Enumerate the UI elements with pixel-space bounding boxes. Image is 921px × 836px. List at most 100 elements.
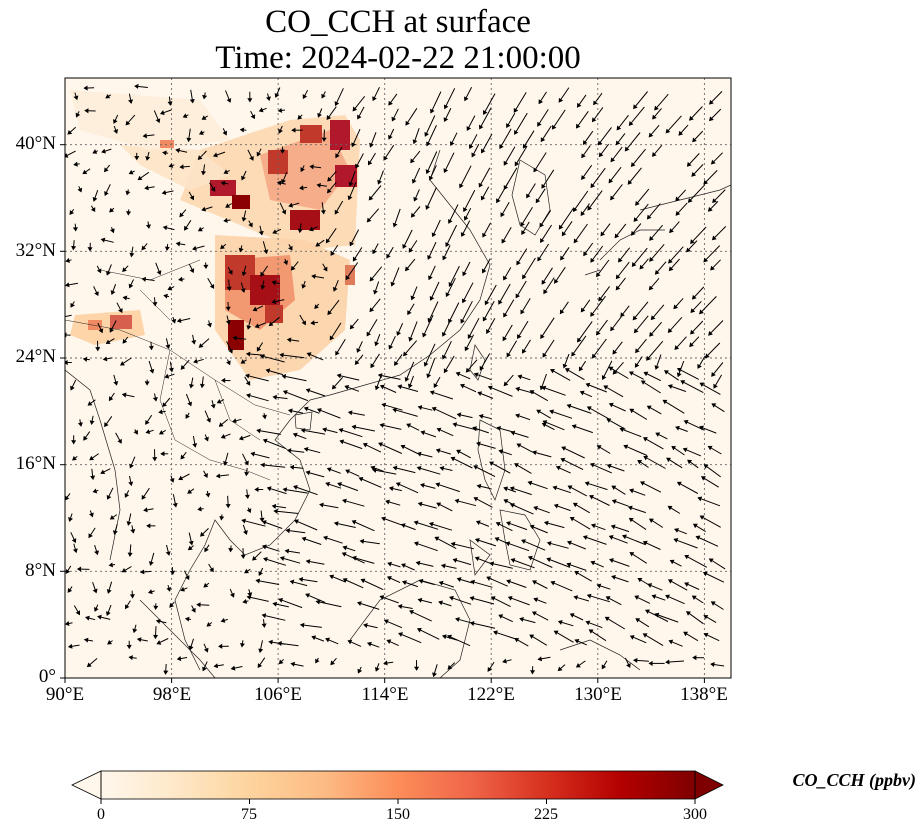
wind-arrow-head: [498, 449, 504, 454]
myanmar-coast: [65, 369, 121, 561]
wind-arrow: [409, 610, 432, 622]
wind-arrow-head: [189, 268, 195, 274]
wind-arrow-head: [188, 645, 194, 651]
wind-arrow-head: [259, 354, 265, 359]
wind-arrow: [655, 613, 679, 623]
wind-arrow-head: [442, 255, 447, 261]
wind-arrow-head: [559, 309, 565, 315]
wind-arrow-head: [646, 355, 651, 361]
wind-arrow-head: [83, 85, 88, 91]
wind-arrow-head: [316, 182, 321, 188]
wind-arrow-head: [288, 245, 293, 251]
wind-arrow: [414, 521, 439, 530]
wind-arrow-head: [408, 336, 414, 342]
wind-arrow-head: [502, 336, 508, 342]
wind-arrow: [453, 423, 478, 431]
wind-arrow-head: [489, 461, 495, 466]
wind-arrow-head: [109, 327, 115, 333]
wind-arrow-head: [203, 264, 209, 270]
wind-arrow-head: [591, 353, 597, 359]
wind-arrow-head: [306, 352, 312, 358]
wind-arrow-head: [450, 541, 456, 547]
wind-arrow-head: [100, 237, 106, 243]
wind-arrow-head: [578, 366, 584, 372]
wind-arrow-head: [271, 280, 277, 286]
wind-arrow-head: [435, 448, 441, 454]
wind-arrow-head: [113, 380, 119, 386]
wind-arrow: [631, 148, 646, 167]
wind-arrow-head: [225, 503, 231, 509]
wind-arrow-head: [466, 126, 472, 131]
wind-arrow-head: [145, 429, 151, 434]
new-guinea: [559, 639, 641, 671]
wind-arrow-head: [348, 181, 354, 187]
wind-arrow: [567, 404, 592, 414]
wind-arrow-head: [689, 342, 694, 348]
wind-arrow-head: [455, 371, 461, 377]
wind-arrow-head: [127, 552, 133, 557]
wind-arrow-head: [434, 536, 440, 542]
wind-arrow-head: [268, 639, 273, 645]
wind-arrow-head: [258, 230, 264, 236]
wind-arrow: [451, 457, 473, 469]
wind-arrow-head: [486, 329, 491, 334]
wind-arrow-head: [129, 594, 135, 599]
wind-arrow-head: [205, 492, 211, 498]
wind-arrow-head: [59, 316, 62, 319]
wind-arrow-head: [603, 385, 609, 390]
wind-arrow: [283, 488, 308, 494]
wind-arrow-head: [252, 555, 257, 561]
wind-arrow-head: [165, 551, 171, 556]
wind-arrow: [513, 92, 527, 113]
wind-arrow-head: [65, 569, 71, 574]
wind-arrow-head: [377, 373, 383, 379]
wind-arrow-head: [125, 190, 131, 196]
wind-arrow-head: [430, 108, 435, 114]
wind-arrow-head: [678, 130, 684, 136]
wind-arrow-head: [256, 346, 262, 352]
wind-arrow: [382, 403, 403, 411]
wind-arrow-head: [89, 455, 94, 461]
wind-arrow-head: [566, 403, 572, 409]
wind-arrow-head: [588, 629, 594, 634]
wind-arrow-head: [465, 367, 471, 373]
wind-arrow-head: [412, 139, 418, 145]
colorbar-tick-label: 150: [386, 806, 410, 823]
wind-arrow-head: [71, 538, 77, 544]
wind-arrow: [684, 555, 708, 568]
wind-arrow-head: [476, 483, 482, 489]
wind-arrow-head: [76, 566, 82, 572]
wind-arrow-head: [250, 451, 256, 457]
wind-arrow: [589, 629, 607, 642]
wind-arrow-head: [463, 207, 468, 213]
wind-arrow-head: [543, 520, 549, 526]
wind-arrow-head: [443, 368, 449, 374]
wind-arrow: [629, 517, 647, 531]
wind-arrow-head: [711, 235, 717, 241]
wind-arrow-head: [687, 459, 693, 465]
wind-arrow: [444, 88, 456, 109]
wind-arrow-head: [448, 218, 453, 224]
wind-arrow-head: [175, 148, 181, 154]
wind-arrow-head: [186, 137, 192, 143]
wind-arrow: [402, 229, 413, 249]
wind-arrow-head: [597, 140, 603, 146]
wind-arrow-head: [642, 437, 648, 442]
wind-arrow: [537, 243, 550, 261]
wind-arrow-head: [409, 610, 414, 615]
wind-arrow: [696, 536, 719, 547]
wind-arrow-head: [404, 376, 410, 382]
wind-arrow-head: [301, 536, 307, 542]
x-tick-label: 138°E: [680, 684, 728, 705]
wind-arrow-head: [639, 264, 645, 270]
wind-arrow: [278, 642, 299, 647]
wind-arrow-head: [532, 580, 537, 585]
wind-arrow-head: [634, 595, 640, 601]
wind-arrow-head: [286, 337, 292, 343]
wind-arrow-head: [72, 548, 78, 554]
wind-arrow: [261, 464, 286, 468]
wind-arrow-head: [92, 488, 98, 494]
wind-arrow-head: [400, 523, 406, 529]
wind-arrow: [391, 267, 400, 286]
wind-arrow-head: [182, 113, 188, 119]
